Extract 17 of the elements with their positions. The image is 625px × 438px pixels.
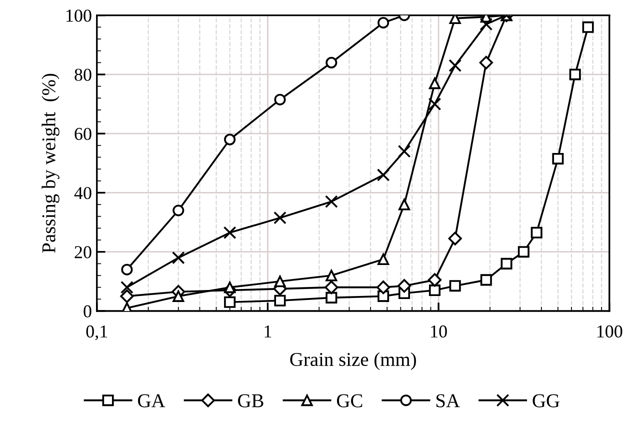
y-tick-label: 80 [74,68,92,81]
y-tick-label: 40 [74,186,92,200]
y-axis-title: Passing by weight (%) [42,74,60,253]
legend-label: SA [436,394,460,408]
x-tick-label: 100 [597,325,622,338]
legend-label: GA [138,394,166,408]
legend-label: GB [238,394,264,408]
x-axis-title: Grain size (mm) [290,352,416,370]
legend-label: GG [532,394,560,408]
x-tick-label: 1 [264,325,272,338]
x-tick-label: 10 [431,325,447,338]
y-tick-label: 100 [66,10,92,22]
y-tick-label: 20 [74,246,92,258]
y-tick-label: 60 [74,128,92,140]
y-tick-label: 0 [84,305,92,318]
x-tick-label: 0,1 [86,325,108,340]
legend-label: GC [336,394,362,408]
